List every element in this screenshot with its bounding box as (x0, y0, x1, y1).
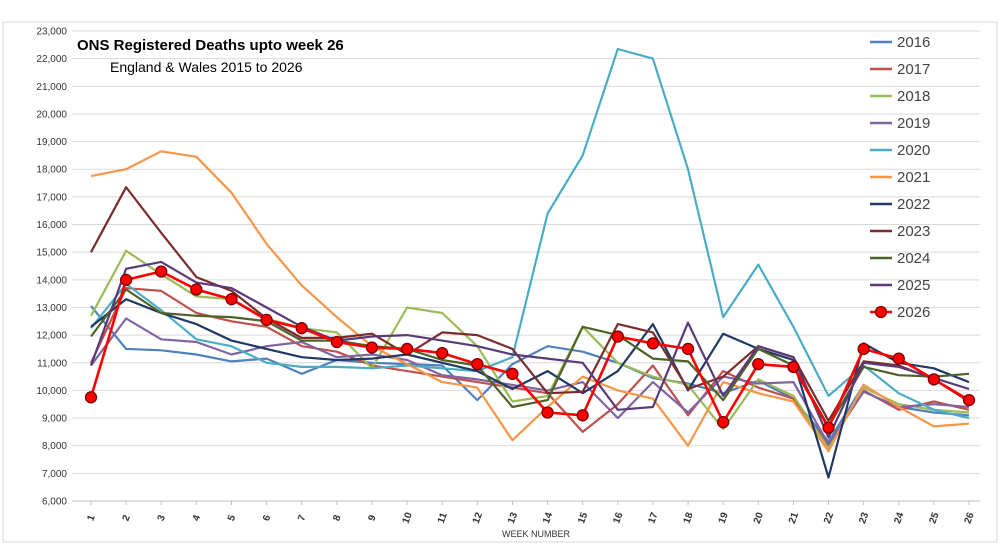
legend-label-2018: 2018 (897, 88, 930, 105)
x-tick-label: 1 (86, 513, 98, 522)
legend-label-2021: 2021 (897, 169, 930, 186)
x-tick-label: 12 (471, 511, 485, 526)
data-point-2026 (506, 367, 519, 380)
y-tick-label: 23,000 (36, 27, 67, 38)
y-tick-label: 8,000 (42, 441, 67, 452)
chart-title: ONS Registered Deaths upto week 26 (77, 37, 344, 54)
data-point-2026 (611, 330, 624, 343)
data-point-2026 (225, 293, 238, 306)
y-tick-label: 6,000 (42, 497, 67, 508)
y-tick-label: 20,000 (36, 109, 67, 120)
data-point-2026 (927, 373, 941, 386)
y-tick-label: 11,000 (37, 358, 67, 369)
data-point-2026 (576, 409, 589, 422)
legend-label-2023: 2023 (897, 223, 930, 240)
x-tick-label: 26 (963, 511, 977, 526)
data-point-2026 (84, 391, 98, 404)
y-tick-label: 19,000 (36, 137, 67, 148)
legend-label-2025: 2025 (897, 277, 930, 294)
data-point-2026 (260, 313, 273, 327)
y-tick-label: 13,000 (36, 303, 67, 314)
x-tick-label: 18 (682, 511, 696, 526)
series-line-2021 (90, 150, 970, 453)
data-point-2026 (119, 273, 133, 286)
x-tick-label: 21 (787, 511, 801, 526)
data-point-2026 (400, 342, 414, 356)
y-tick-label: 15,000 (36, 248, 67, 259)
data-point-2026 (471, 357, 484, 371)
y-tick-label: 17,000 (36, 192, 67, 203)
x-tick-label: 10 (401, 511, 415, 526)
x-tick-label: 2 (121, 513, 133, 522)
data-point-2026 (787, 360, 800, 374)
y-tick-label: 22,000 (36, 54, 67, 65)
x-tick-label: 16 (611, 511, 625, 526)
y-tick-label: 7,000 (42, 469, 67, 480)
y-tick-label: 18,000 (36, 165, 67, 176)
y-tick-label: 10,000 (36, 386, 67, 397)
x-axis-label: WEEK NUMBER (502, 529, 571, 539)
legend-label-2022: 2022 (897, 196, 930, 213)
data-point-2026 (681, 342, 695, 356)
data-point-2026 (541, 406, 554, 419)
data-point-2026 (892, 352, 905, 365)
x-tick-label: 22 (822, 511, 836, 526)
legend-marker-2026 (874, 305, 888, 319)
x-tick-label: 5 (226, 513, 238, 522)
series-line-2019 (90, 317, 970, 446)
x-tick-label: 3 (156, 513, 168, 522)
y-tick-label: 21,000 (36, 82, 67, 93)
data-point-2026 (155, 265, 168, 278)
data-point-2026 (436, 346, 449, 360)
axes: 6,0007,0008,0009,00010,00011,00012,00013… (36, 27, 980, 526)
x-tick-label: 8 (331, 513, 343, 522)
legend-label-2019: 2019 (897, 115, 930, 132)
x-tick-label: 9 (366, 513, 378, 522)
legend-label-2016: 2016 (897, 34, 930, 51)
x-tick-label: 17 (646, 511, 660, 526)
chart-border (2, 21, 998, 543)
data-point-2026 (646, 337, 660, 350)
y-tick-label: 9,000 (42, 414, 67, 425)
legend-label-2017: 2017 (897, 61, 930, 78)
data-point-2026 (752, 357, 765, 371)
y-tick-label: 16,000 (36, 220, 67, 231)
x-tick-label: 23 (857, 511, 871, 526)
data-point-2026 (857, 342, 870, 356)
x-tick-label: 19 (717, 511, 731, 526)
data-point-2026 (822, 421, 835, 434)
data-point-2026 (295, 322, 308, 335)
data-point-2026 (717, 416, 730, 429)
series-line-2023 (90, 186, 970, 422)
legend-label-2024: 2024 (897, 250, 930, 267)
x-tick-label: 11 (436, 511, 450, 525)
data-point-2026 (190, 283, 203, 296)
x-tick-label: 24 (892, 511, 906, 526)
x-tick-label: 15 (576, 511, 590, 526)
data-point-2026 (330, 335, 343, 349)
legend-label-2026: 2026 (897, 304, 930, 321)
x-tick-label: 14 (541, 511, 555, 526)
data-point-2026 (365, 341, 379, 354)
series-line-2025 (89, 260, 970, 439)
series-lines (84, 47, 976, 479)
chart-subtitle: England & Wales 2015 to 2026 (110, 59, 303, 75)
x-tick-label: 7 (296, 513, 308, 522)
series-line-2020 (90, 47, 970, 420)
legend: 2016 2017 2018 2019 2020 2021 2022 2023 2024 2025… (870, 34, 930, 321)
y-tick-label: 12,000 (36, 331, 67, 342)
series-line-2022 (90, 298, 970, 479)
data-point-2026 (962, 393, 976, 407)
x-tick-label: 25 (927, 511, 941, 526)
legend-label-2020: 2020 (897, 142, 930, 159)
x-tick-label: 4 (191, 513, 203, 522)
x-tick-label: 6 (261, 513, 273, 522)
series-line-2026 (89, 270, 970, 430)
x-tick-label: 13 (506, 511, 520, 526)
x-tick-label: 20 (752, 511, 766, 526)
y-tick-label: 14,000 (36, 275, 67, 286)
